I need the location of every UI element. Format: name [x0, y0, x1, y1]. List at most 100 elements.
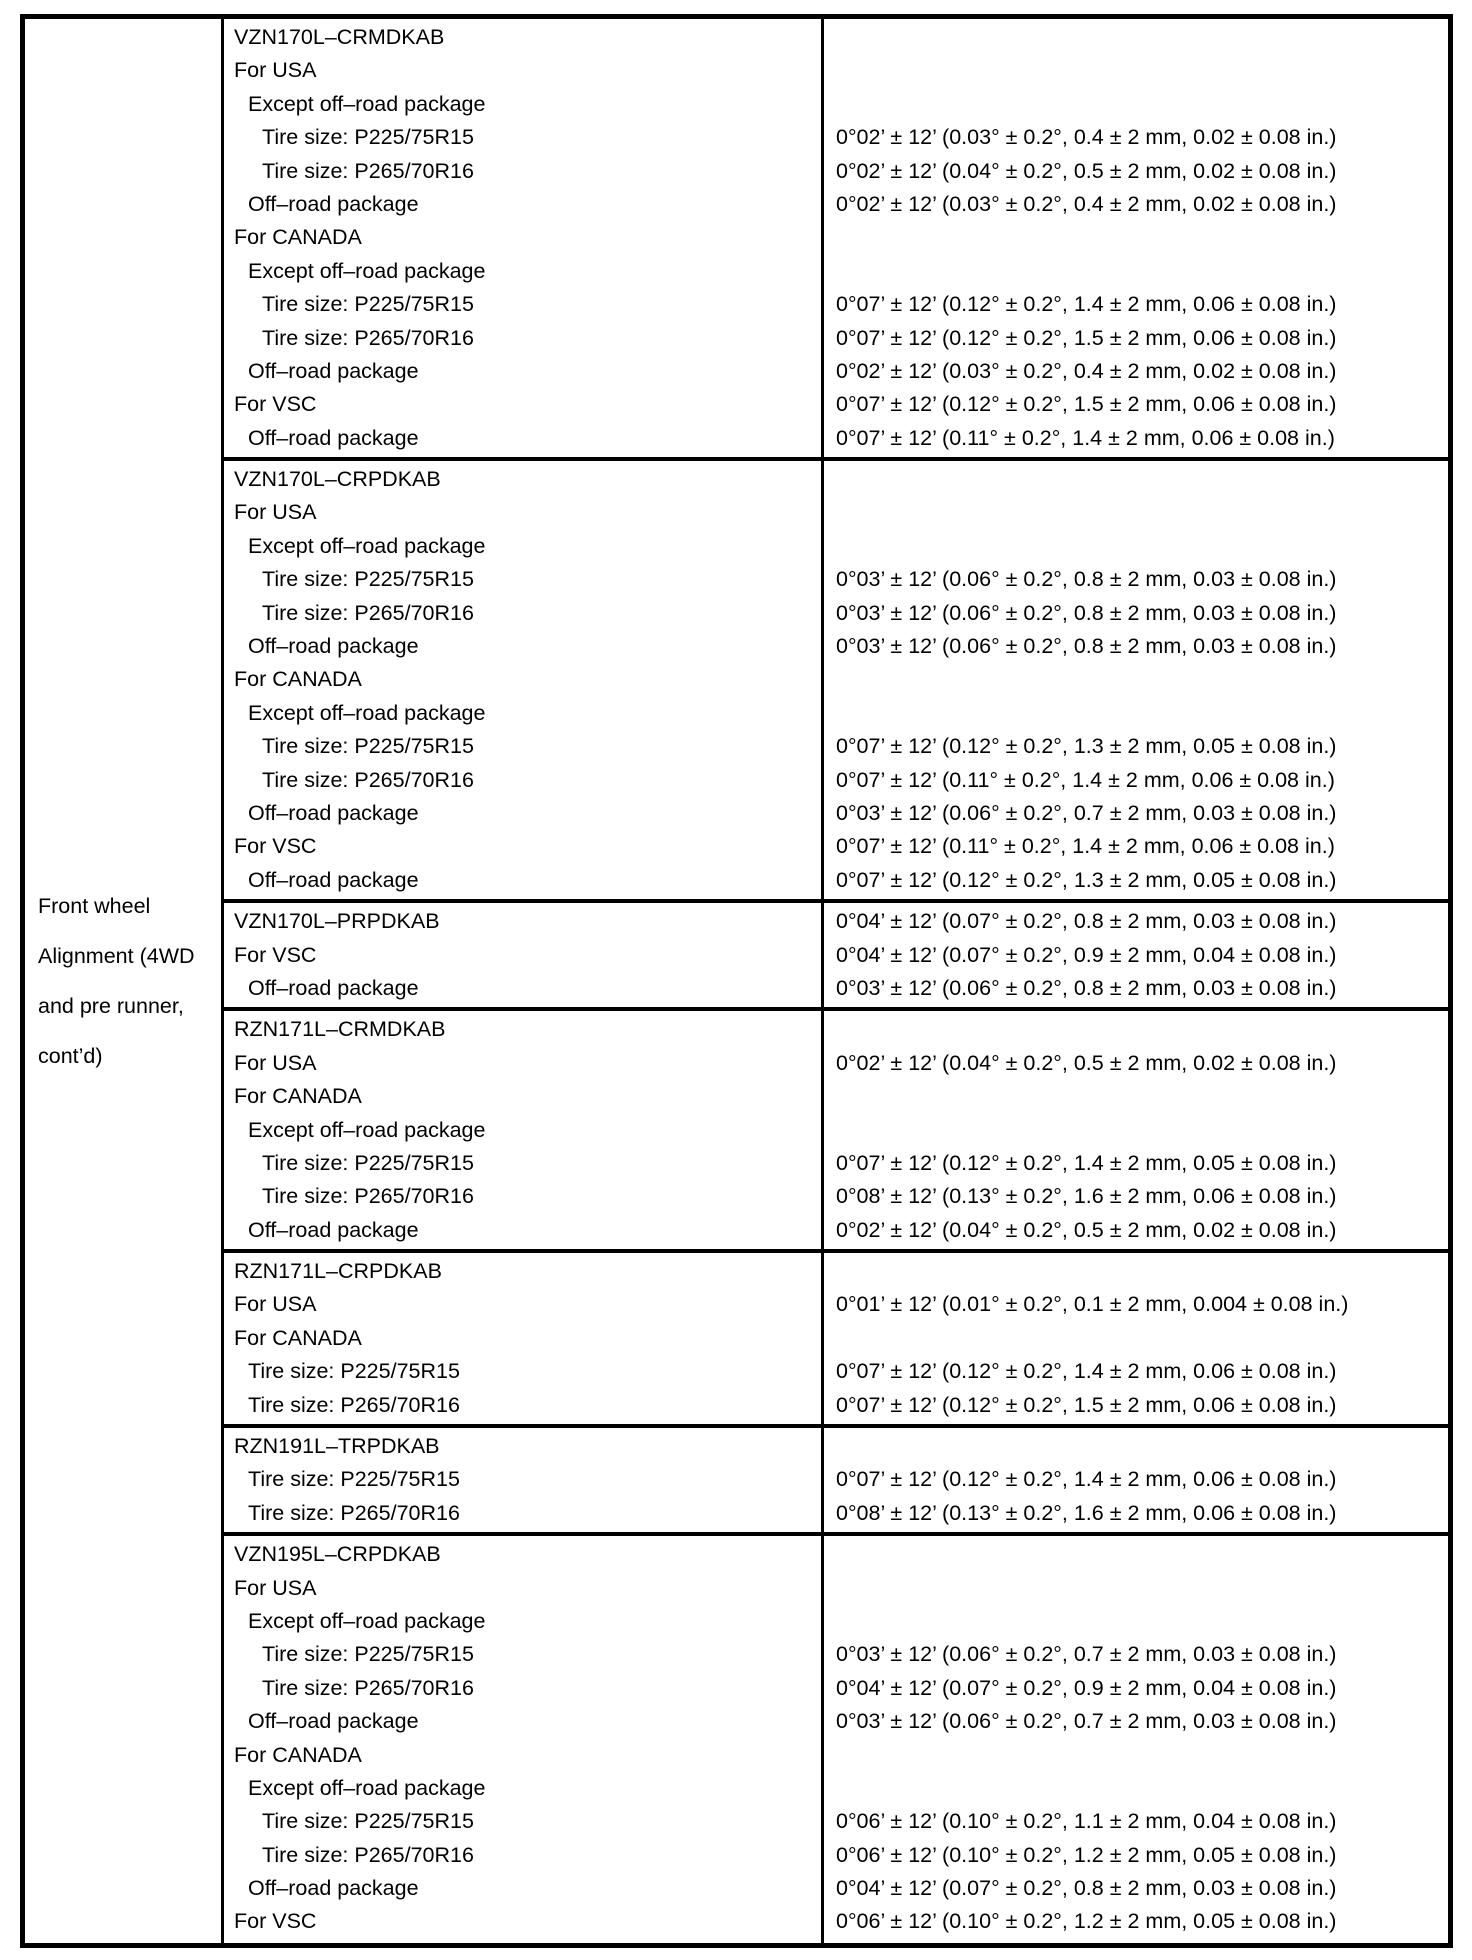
spec-value: 0°07’ ± 12’ (0.12° ± 0.2°, 1.3 ± 2 mm, 0…: [836, 734, 1337, 759]
spec-value: 0°03’ ± 12’ (0.06° ± 0.2°, 0.8 ± 2 mm, 0…: [836, 634, 1337, 659]
spec-value: 0°07’ ± 12’ (0.12° ± 0.2°, 1.5 ± 2 mm, 0…: [836, 1392, 1337, 1417]
spec-value: [836, 1430, 1448, 1463]
model-section: RZN171L–CRMDKAB For USA For CANADA Except o…: [224, 1011, 1448, 1254]
spec-value: 0°03’ ± 12’ (0.06° ± 0.2°, 0.7 ± 2 mm, 0…: [836, 800, 1337, 825]
spec-value: 0°07’ ± 12’ (0.12° ± 0.2°, 1.4 ± 2 mm, 0…: [836, 1150, 1337, 1175]
spec-value: [836, 221, 1448, 254]
spec-value: 0°07’ ± 12’ (0.12° ± 0.2°, 1.4 ± 2 mm, 0…: [836, 1359, 1337, 1384]
spec-label: Tire size: P265/70R16: [262, 600, 474, 625]
spec-value: [836, 21, 1448, 54]
spec-label: Off–road package: [248, 1217, 419, 1242]
row-group-header-line: and pre runner,: [38, 994, 184, 1018]
spec-label: Tire size: P225/75R15: [262, 125, 474, 150]
spec-value: [836, 1739, 1448, 1772]
spec-value: 0°02’ ± 12’ (0.04° ± 0.2°, 0.5 ± 2 mm, 0…: [836, 1217, 1337, 1242]
model-section: VZN170L–PRPDKAB For VSC Off–road package 0…: [224, 903, 1448, 1012]
spec-label: Off–road package: [248, 358, 419, 383]
spec-label: Tire size: P265/70R16: [262, 1184, 474, 1209]
spec-label: For USA: [234, 58, 317, 83]
model-code: VZN170L–CRMDKAB: [234, 25, 445, 49]
model-code: RZN171L–CRMDKAB: [234, 1017, 446, 1042]
spec-label: For USA: [234, 500, 317, 525]
model-section: VZN170L–CRMDKAB For USA Except off–road pa…: [224, 19, 1448, 462]
spec-value: 0°06’ ± 12’ (0.10° ± 0.2°, 1.2 ± 2 mm, 0…: [836, 1909, 1337, 1934]
spec-label: Tire size: P265/70R16: [262, 158, 474, 183]
spec-values-column: 0°07’ ± 12’ (0.12° ± 0.2°, 1.4 ± 2 mm, 0…: [824, 1428, 1448, 1532]
spec-label: Tire size: P225/75R15: [262, 292, 474, 317]
spec-label: Tire size: P265/70R16: [262, 1675, 474, 1700]
spec-label: Except off–road package: [248, 91, 486, 116]
spec-label: Tire size: P265/70R16: [262, 767, 474, 792]
spec-value: 0°08’ ± 12’ (0.13° ± 0.2°, 1.6 ± 2 mm, 0…: [836, 1500, 1337, 1525]
spec-label: Off–road package: [248, 425, 419, 450]
spec-values-column: 0°02’ ± 12’ (0.03° ± 0.2°, 0.4 ± 2 mm, 0…: [824, 19, 1448, 457]
spec-label: Tire size: P225/75R15: [262, 1642, 474, 1667]
spec-value: 0°02’ ± 12’ (0.03° ± 0.2°, 0.4 ± 2 mm, 0…: [836, 125, 1337, 150]
spec-value: 0°02’ ± 12’ (0.04° ± 0.2°, 0.5 ± 2 mm, 0…: [836, 158, 1337, 183]
model-code: RZN171L–CRPDKAB: [234, 1259, 442, 1284]
spec-value: 0°07’ ± 12’ (0.12° ± 0.2°, 1.3 ± 2 mm, 0…: [836, 867, 1337, 892]
spec-value: 0°03’ ± 12’ (0.06° ± 0.2°, 0.7 ± 2 mm, 0…: [836, 1642, 1337, 1667]
spec-label: For CANADA: [234, 225, 362, 250]
spec-label: Except off–road package: [248, 700, 486, 725]
spec-label: Except off–road package: [248, 533, 486, 558]
spec-label: For VSC: [234, 942, 317, 967]
spec-value: [836, 1772, 1448, 1805]
spec-value: [836, 54, 1448, 87]
spec-labels-column: VZN195L–CRPDKAB For USA Except off–road pa…: [224, 1536, 824, 1943]
row-group-header-line: Front wheel: [38, 894, 151, 918]
spec-labels-column: VZN170L–CRPDKAB For USA Except off–road pa…: [224, 461, 824, 900]
spec-label: Off–road package: [248, 1709, 419, 1734]
spec-label: For CANADA: [234, 1742, 362, 1767]
spec-labels-column: VZN170L–CRMDKAB For USA Except off–road pa…: [224, 19, 824, 458]
spec-value: [836, 1080, 1448, 1113]
spec-labels-column: RZN191L–TRPDKAB Tire size: P225/75R15 Tire…: [224, 1428, 824, 1533]
spec-label: Except off–road package: [248, 1775, 486, 1800]
spec-value: [836, 697, 1448, 730]
spec-label: Tire size: P225/75R15: [262, 734, 474, 759]
spec-label: For CANADA: [234, 1325, 362, 1350]
spec-value: 0°07’ ± 12’ (0.12° ± 0.2°, 1.4 ± 2 mm, 0…: [836, 1467, 1337, 1492]
model-section: RZN171L–CRPDKAB For USA For CANADA Tire siz…: [224, 1253, 1448, 1429]
spec-value: 0°07’ ± 12’ (0.12° ± 0.2°, 1.5 ± 2 mm, 0…: [836, 392, 1337, 417]
spec-labels-column: VZN170L–PRPDKAB For VSC Off–road package: [224, 903, 824, 1008]
spec-value: [836, 1572, 1448, 1605]
spec-label: Off–road package: [248, 1876, 419, 1901]
model-code: VZN195L–CRPDKAB: [234, 1542, 441, 1567]
row-group-header: Front wheel Alignment (4WD and pre runner,…: [25, 19, 224, 1943]
spec-labels-column: RZN171L–CRMDKAB For USA For CANADA Except o…: [224, 1011, 824, 1250]
spec-label: Off–road package: [248, 975, 419, 1000]
model-sections: VZN170L–CRMDKAB For USA Except off–road pa…: [224, 19, 1448, 1943]
spec-label: Tire size: P225/75R15: [248, 1359, 460, 1384]
spec-value: 0°03’ ± 12’ (0.06° ± 0.2°, 0.7 ± 2 mm, 0…: [836, 1709, 1337, 1734]
spec-label: Tire size: P265/70R16: [248, 1392, 460, 1417]
spec-value: [836, 1114, 1448, 1147]
spec-label: Tire size: P225/75R15: [262, 1809, 474, 1834]
spec-value: 0°06’ ± 12’ (0.10° ± 0.2°, 1.2 ± 2 mm, 0…: [836, 1842, 1337, 1867]
spec-label: Except off–road package: [248, 1117, 486, 1142]
spec-label: Tire size: P265/70R16: [262, 1842, 474, 1867]
spec-value: [836, 663, 1448, 696]
spec-value: 0°03’ ± 12’ (0.06° ± 0.2°, 0.8 ± 2 mm, 0…: [836, 567, 1337, 592]
model-section: RZN191L–TRPDKAB Tire size: P225/75R15 Tire…: [224, 1428, 1448, 1537]
spec-value: [836, 463, 1448, 496]
spec-value: 0°04’ ± 12’ (0.07° ± 0.2°, 0.9 ± 2 mm, 0…: [836, 942, 1337, 967]
spec-value: [836, 1538, 1448, 1571]
spec-value: 0°04’ ± 12’ (0.07° ± 0.2°, 0.8 ± 2 mm, 0…: [836, 909, 1337, 934]
spec-value: 0°07’ ± 12’ (0.11° ± 0.2°, 1.4 ± 2 mm, 0…: [836, 834, 1335, 859]
model-code: VZN170L–PRPDKAB: [234, 909, 440, 934]
spec-value: 0°04’ ± 12’ (0.07° ± 0.2°, 0.9 ± 2 mm, 0…: [836, 1675, 1337, 1700]
spec-value: 0°01’ ± 12’ (0.01° ± 0.2°, 0.1 ± 2 mm, 0…: [836, 1292, 1349, 1317]
spec-value: 0°04’ ± 12’ (0.07° ± 0.2°, 0.8 ± 2 mm, 0…: [836, 1876, 1337, 1901]
spec-value: 0°03’ ± 12’ (0.06° ± 0.2°, 0.8 ± 2 mm, 0…: [836, 600, 1337, 625]
spec-value: [836, 1013, 1448, 1046]
spec-label: Off–road package: [248, 634, 419, 659]
model-section: VZN195L–CRPDKAB For USA Except off–road pa…: [224, 1536, 1448, 1943]
spec-value: 0°07’ ± 12’ (0.12° ± 0.2°, 1.5 ± 2 mm, 0…: [836, 325, 1337, 350]
spec-value: [836, 1322, 1448, 1355]
spec-label: For VSC: [234, 1909, 317, 1934]
spec-value: [836, 496, 1448, 529]
spec-label: Tire size: P225/75R15: [262, 1150, 474, 1175]
spec-values-column: 0°03’ ± 12’ (0.06° ± 0.2°, 0.8 ± 2 mm, 0…: [824, 461, 1448, 899]
